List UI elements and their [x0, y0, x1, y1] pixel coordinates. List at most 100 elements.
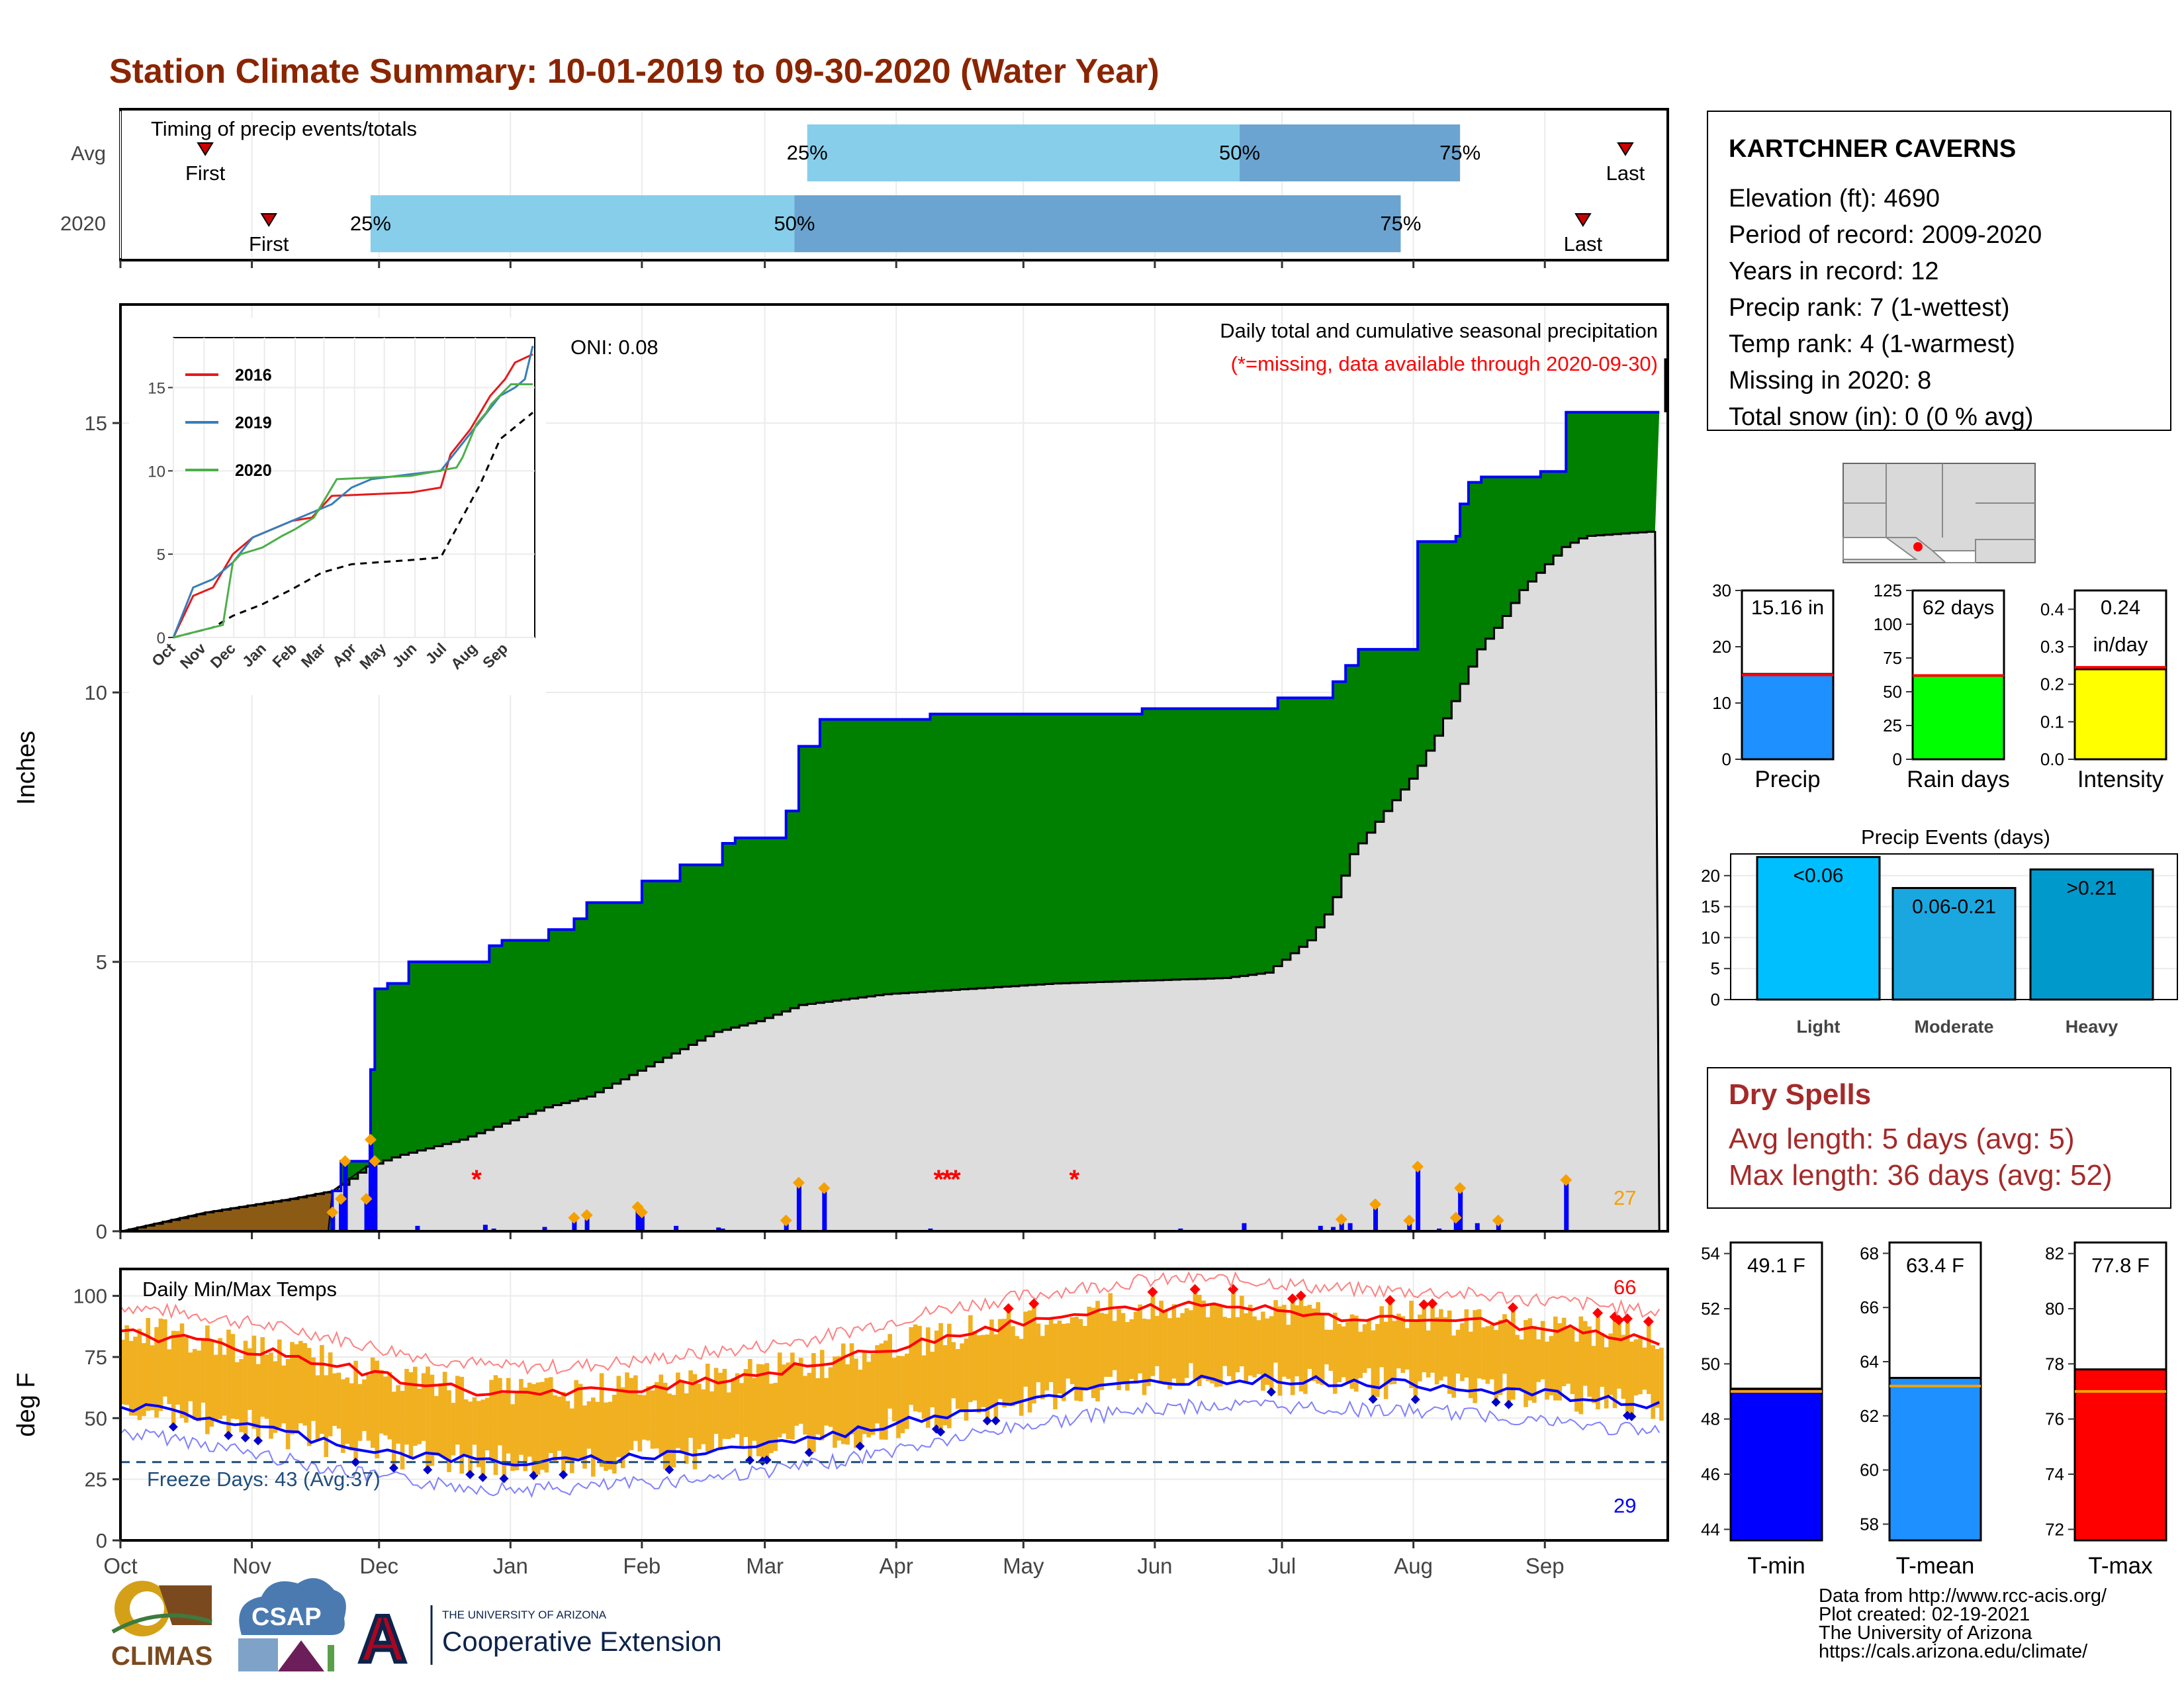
daily-temp-bar [1591, 1346, 1596, 1403]
daily-temp-bar [1189, 1310, 1193, 1364]
station-info-box: KARTCHNER CAVERNS Elevation (ft): 4690 P… [1707, 111, 2171, 431]
daily-temp-bar [150, 1345, 155, 1411]
daily-temp-bar [472, 1397, 477, 1445]
daily-temp-bar [1248, 1304, 1253, 1376]
daily-temp-bar [921, 1355, 927, 1419]
daily-temp-bar [1091, 1307, 1096, 1398]
dry-spells-line: Avg length: 5 days (avg: 5) [1729, 1123, 2075, 1155]
daily-temp-bar [277, 1339, 282, 1428]
daily-temp-bar [764, 1363, 770, 1460]
daily-temp-bar [1371, 1330, 1376, 1399]
daily-temp-bar [298, 1340, 303, 1424]
temp-bar-tick-label: 58 [1860, 1514, 1879, 1534]
daily-precip-bar [491, 1228, 496, 1231]
record-low-marker [1410, 1395, 1420, 1405]
daily-temp-bar [981, 1335, 985, 1407]
events-category-label: Heavy [2066, 1017, 2118, 1037]
daily-temp-bar [1214, 1303, 1219, 1387]
daily-temp-bar [133, 1336, 138, 1416]
daily-temp-bar [421, 1373, 426, 1441]
daily-temp-bar [1489, 1325, 1494, 1380]
daily-temp-bar [1638, 1337, 1643, 1395]
events-category-label: Moderate [1914, 1017, 1993, 1037]
temp-bar-tick-label: 76 [2045, 1409, 2064, 1429]
record-low-marker [1504, 1399, 1514, 1409]
daily-temp-bar [655, 1382, 659, 1449]
daily-temp-bar [184, 1337, 189, 1423]
daily-temp-bar [561, 1391, 566, 1475]
month-label: Dec [359, 1554, 398, 1578]
max-count-label: 66 [1614, 1276, 1636, 1299]
daily-temp-bar [1252, 1316, 1257, 1378]
daily-temp-bar [1019, 1338, 1024, 1416]
daily-temp-bar [688, 1370, 693, 1438]
daily-temp-bar [226, 1329, 231, 1436]
station-line: Period of record: 2009-2020 [1729, 221, 2042, 249]
summary-bar-tick-label: 30 [1712, 581, 1731, 600]
daily-temp-bar [430, 1374, 435, 1466]
daily-temp-bar [620, 1387, 625, 1468]
record-high-marker [1592, 1307, 1604, 1319]
csap-cloud-icon [239, 1578, 346, 1635]
events-tick-label: 20 [1701, 866, 1720, 886]
summary-bar-tick-label: 0.4 [2040, 599, 2064, 619]
daily-temp-bar [858, 1370, 863, 1446]
station-frame [1707, 111, 2171, 431]
daily-temp-bar [158, 1318, 163, 1411]
dry-spells-box: Dry Spells Avg length: 5 days (avg: 5) M… [1707, 1067, 2171, 1209]
station-line: Temp rank: 4 (1-warmest) [1729, 330, 2015, 358]
daily-temp-bar [803, 1376, 807, 1435]
daily-temp-bar [883, 1340, 888, 1440]
events-tick-label: 5 [1711, 959, 1720, 978]
daily-record-marker [568, 1211, 580, 1224]
footer-line: Data from http://www.rcc-acis.org/ [1819, 1585, 2107, 1607]
temp-bar-tick-label: 50 [1701, 1354, 1720, 1374]
daily-temp-bar [1460, 1323, 1465, 1382]
daily-temp-bar [1286, 1325, 1291, 1380]
daily-temp-bar [1062, 1323, 1066, 1401]
daily-temp-bar [1646, 1321, 1651, 1394]
record-high-marker [1287, 1293, 1298, 1304]
station-name: KARTCHNER CAVERNS [1729, 135, 2016, 163]
precip-missing-note: (*=missing, data available through 2020-… [1231, 352, 1658, 375]
daily-temp-bar [154, 1327, 159, 1418]
daily-temp-bar [404, 1368, 409, 1445]
daily-precip-bar [720, 1228, 725, 1231]
daily-temp-bar [1125, 1322, 1130, 1391]
month-label: Sep [1525, 1554, 1565, 1578]
daily-record-marker [580, 1209, 593, 1221]
daily-precip-bar [1458, 1188, 1463, 1231]
daily-precip-bar [373, 1161, 378, 1231]
daily-temp-bar [1087, 1306, 1092, 1390]
month-label: Nov [232, 1554, 271, 1578]
events-tick-label: 0 [1711, 990, 1720, 1009]
daily-temp-bar [569, 1408, 574, 1474]
daily-temp-bar [870, 1353, 876, 1435]
daily-temp-bar [1510, 1307, 1516, 1400]
daily-temp-bar [1524, 1320, 1528, 1407]
daily-temp-bar [336, 1372, 341, 1429]
summary-bar-name: Precip [1754, 767, 1820, 792]
daily-precip-bar [796, 1182, 801, 1231]
daily-temp-bar [1358, 1331, 1363, 1378]
daily-temp-bar [1261, 1311, 1265, 1391]
daily-temp-bar [1265, 1318, 1270, 1385]
daily-temp-bar [302, 1343, 308, 1426]
daily-precip-bar [674, 1225, 679, 1231]
station-line: Precip rank: 7 (1-wettest) [1729, 294, 2009, 322]
daily-precip-bar [482, 1225, 488, 1231]
daily-temp-bar [248, 1348, 252, 1410]
daily-temp-bar [1298, 1295, 1304, 1391]
daily-temp-bar [947, 1323, 952, 1429]
daily-temp-bar [1473, 1310, 1477, 1403]
timing-marker-icon [260, 213, 277, 227]
ua-a-letter: A [359, 1602, 406, 1676]
events-bar [1891, 886, 2017, 1001]
daily-temp-bar [383, 1376, 388, 1436]
daily-record-marker [1454, 1182, 1467, 1194]
daily-temp-bar [760, 1364, 765, 1462]
summary-bar-tick-label: 50 [1883, 682, 1902, 702]
daily-temp-bar [477, 1401, 481, 1468]
daily-temp-bar [324, 1375, 329, 1458]
daily-temp-bar [1362, 1324, 1367, 1374]
